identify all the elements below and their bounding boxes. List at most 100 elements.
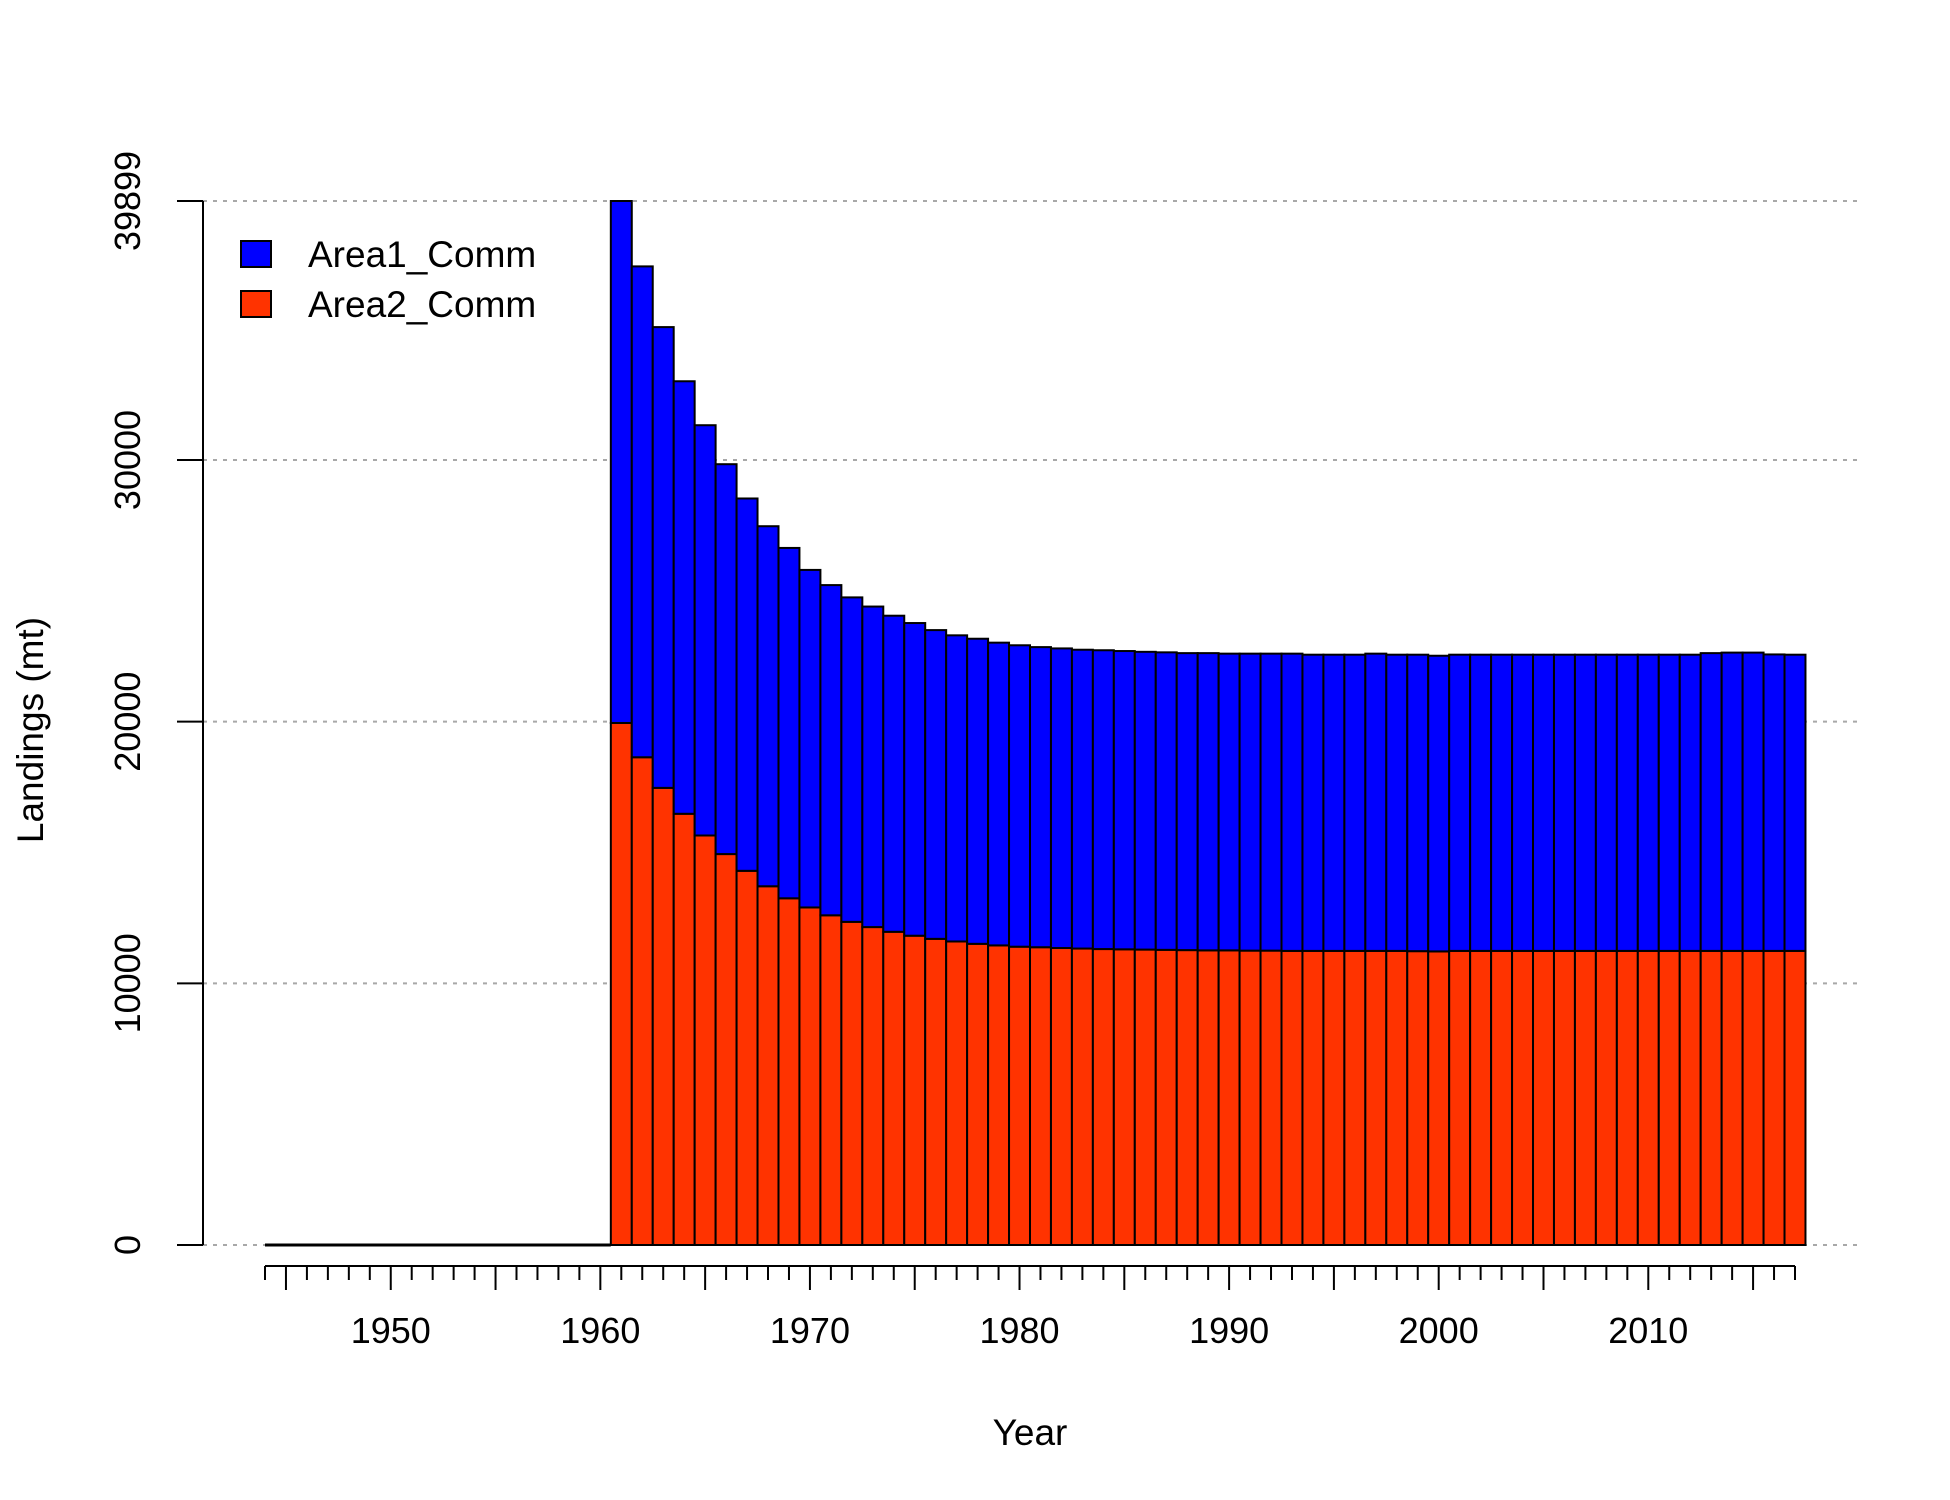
bar-area2-comm-2017 [1783,949,1807,1246]
bar-area1-comm-2001 [1448,653,1472,952]
bar-area1-comm-1993 [1280,652,1304,952]
bar-area1-comm-2014 [1720,651,1744,952]
bar-area1-comm-1982 [1049,647,1073,950]
bar-area1-comm-2007 [1573,653,1597,952]
bar-area1-comm-2009 [1615,653,1639,952]
bar-area2-comm-1998 [1385,949,1409,1246]
bar-area2-comm-2012 [1678,949,1702,1246]
bar-area2-comm-1969 [777,897,801,1246]
bar-area1-comm-2002 [1469,653,1493,952]
bar-area2-comm-2003 [1490,949,1514,1246]
bar-area1-comm-1992 [1259,652,1283,952]
bar-area1-comm-2000 [1427,654,1451,953]
bar-area1-comm-2016 [1762,653,1786,952]
x-tick-label-2000: 2000 [1399,1310,1479,1351]
y-tick-label-1: 10000 [107,933,148,1033]
bar-area2-comm-1981 [1029,946,1052,1246]
bar-area1-comm-1998 [1385,653,1409,952]
bar-area2-comm-1973 [861,926,885,1247]
bar-area1-comm-1978 [966,637,990,945]
bars [265,200,1807,1247]
tick-labels: 0 10000 20000 30000 39899 1950 1960 1970 1980 199… [107,151,1688,1351]
bar-area2-comm-1975 [903,934,927,1246]
bar-area1-comm-1991 [1238,652,1262,952]
y-tick-label-2: 20000 [107,672,148,772]
bar-area1-comm-2015 [1741,651,1765,952]
bar-area2-comm-2009 [1615,949,1639,1246]
bar-area1-comm-1996 [1343,653,1367,952]
bar-area1-comm-1975 [903,622,927,937]
bar-area2-comm-1984 [1091,948,1115,1246]
bar-area1-comm-1981 [1029,646,1052,949]
bar-area2-comm-2002 [1469,949,1493,1246]
y-tick-label-3: 30000 [107,410,148,510]
bar-area2-comm-1987 [1154,948,1178,1246]
bar-area2-comm-1970 [798,906,822,1246]
bar-area1-comm-1976 [924,629,948,940]
axes [177,200,1796,1290]
bar-area2-comm-1965 [693,834,717,1247]
bar-area1-comm-1983 [1070,648,1094,950]
bar-area2-comm-1961 [609,721,633,1246]
bar-area2-comm-2013 [1699,949,1723,1246]
bar-area1-comm-1984 [1091,649,1115,951]
bar-area1-comm-1977 [945,634,969,943]
bar-area2-comm-2010 [1636,949,1660,1246]
bar-area2-comm-1989 [1196,949,1220,1246]
bar-area2-comm-1979 [987,944,1011,1246]
bar-area1-comm-1963 [651,326,675,789]
bar-area1-comm-1971 [819,584,843,917]
bar-area2-comm-1997 [1364,949,1388,1246]
bar-area1-comm-1980 [1008,644,1031,948]
bar-area2-comm-2015 [1741,949,1765,1246]
bar-area1-comm-1969 [777,546,801,900]
y-tick-label-4: 39899 [107,151,148,251]
bar-area1-comm-2011 [1657,653,1681,952]
x-tick-label-1960: 1960 [560,1310,640,1351]
bar-area2-comm-1993 [1280,949,1304,1246]
bar-area1-comm-2004 [1511,653,1535,952]
bar-area2-comm-1974 [882,930,906,1247]
bar-area2-comm-1994 [1301,949,1325,1246]
bar-area2-comm-1985 [1112,948,1136,1246]
bar-area2-comm-2004 [1511,949,1535,1246]
bar-area2-comm-2011 [1657,949,1681,1246]
bar-area2-comm-2005 [1532,949,1555,1246]
x-tick-label-1950: 1950 [351,1310,431,1351]
bar-area1-comm-1972 [840,596,864,923]
x-tick-label-1970: 1970 [770,1310,850,1351]
bar-area2-comm-1980 [1008,945,1031,1246]
bar-area1-comm-1961 [609,200,633,724]
bar-area1-comm-1979 [987,641,1011,947]
bar-area2-comm-2006 [1552,949,1576,1246]
legend: Area1_Comm Area2_Comm [240,234,536,325]
bar-area1-comm-1967 [735,497,759,872]
bar-area2-comm-1990 [1217,949,1241,1246]
bar-area2-comm-1986 [1133,948,1157,1246]
bar-area1-comm-2017 [1783,653,1807,952]
bar-area2-comm-1978 [966,942,990,1246]
bar-area2-comm-2016 [1762,949,1786,1246]
bar-area1-comm-2003 [1490,653,1514,952]
bar-area2-comm-1964 [672,812,696,1247]
bar-area2-comm-1996 [1343,949,1367,1246]
bar-area1-comm-2013 [1699,652,1723,952]
bar-area2-comm-1966 [714,853,738,1246]
bar-area2-comm-1968 [756,885,780,1246]
bar-area1-comm-1966 [714,463,738,856]
y-axis-title: Landings (mt) [10,617,51,843]
bar-area2-comm-1988 [1175,949,1199,1246]
bar-area1-comm-1990 [1217,652,1241,952]
bar-area2-comm-1999 [1406,950,1430,1246]
bar-area2-comm-1992 [1259,949,1283,1246]
bar-area1-comm-1965 [693,424,717,837]
bar-area1-comm-1970 [798,568,822,909]
bar-area1-comm-1986 [1133,650,1157,951]
legend-label-area2-comm: Area2_Comm [308,284,536,325]
bar-area2-comm-1983 [1070,947,1094,1247]
legend-swatch-area1-comm [240,240,272,268]
bar-area2-comm-2008 [1594,949,1618,1246]
bar-area2-comm-2001 [1448,949,1472,1246]
bar-area2-comm-1971 [819,914,843,1247]
bar-area1-comm-1968 [756,525,780,888]
